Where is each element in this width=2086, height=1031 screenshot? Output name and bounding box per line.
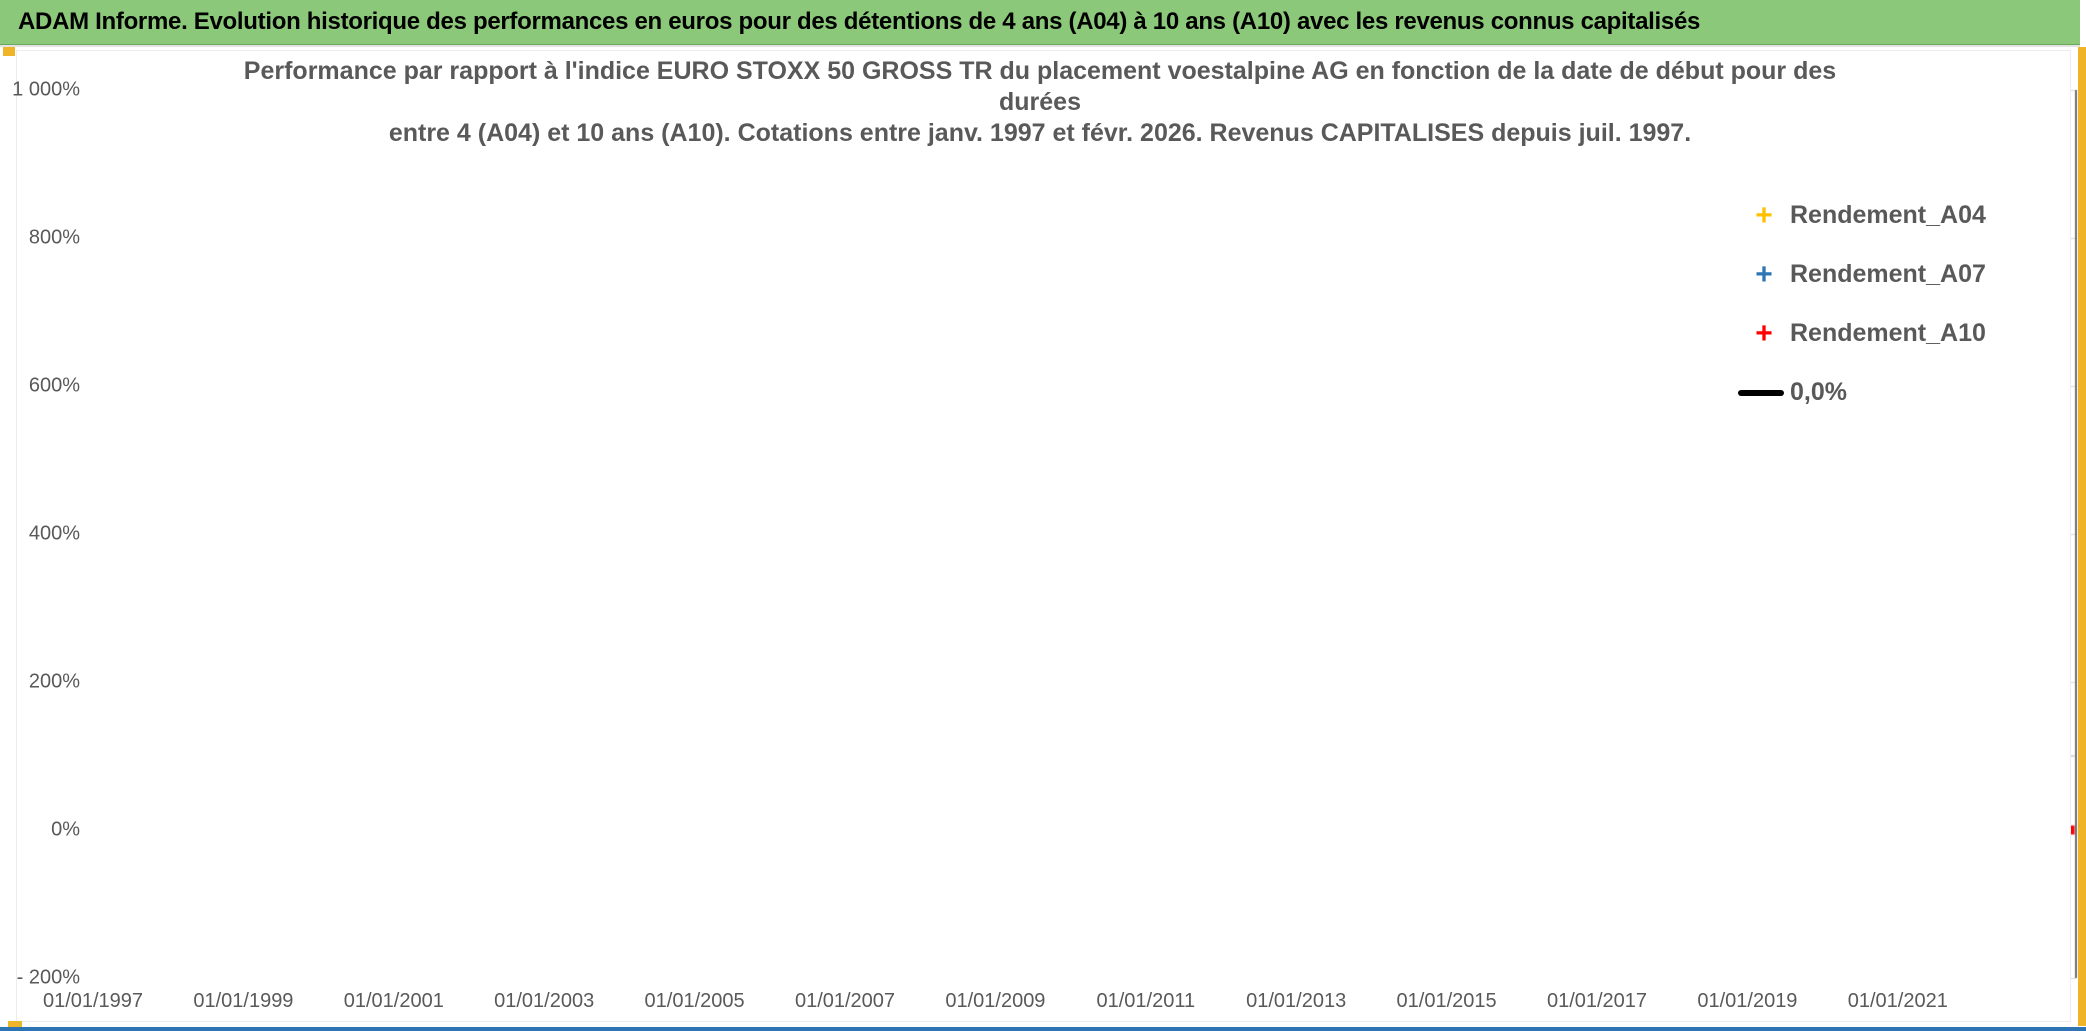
x-axis-tick: 01/01/2005 — [644, 990, 745, 1012]
x-axis-tick: 01/01/2001 — [343, 990, 444, 1012]
y-axis-tick: 800% — [28, 226, 80, 249]
legend-label: Rendement_A07 — [1790, 260, 1986, 288]
right-yellow-border — [2078, 47, 2086, 1026]
x-axis-tick: 01/01/2009 — [945, 990, 1046, 1012]
legend-item-a07[interactable]: + Rendement_A07 — [1738, 245, 2068, 304]
black-line-icon — [1738, 389, 1784, 396]
x-axis-tick: 01/01/2003 — [494, 990, 595, 1012]
bottom-left-yellow-corner — [8, 1021, 22, 1030]
chart-legend: + Rendement_A04 + Rendement_A07 + Rendem… — [1738, 186, 2068, 422]
x-axis-tick: 01/01/2007 — [794, 990, 896, 1012]
page-title: ADAM Informe. Evolution historique des p… — [18, 8, 1701, 35]
legend-item-a10[interactable]: + Rendement_A10 — [1738, 304, 2068, 363]
x-axis-tick: 01/01/2017 — [1546, 990, 1648, 1012]
x-axis-tick: 01/01/2013 — [1246, 990, 1347, 1012]
y-axis-tick: 200% — [28, 670, 80, 693]
header-bar: ADAM Informe. Evolution historique des p… — [0, 0, 2080, 45]
y-axis-tick: 600% — [28, 374, 80, 397]
chart-title-line1: Performance par rapport à l'indice EURO … — [243, 57, 1837, 116]
bottom-blue-border — [0, 1027, 2086, 1031]
y-axis-tick: 400% — [28, 522, 80, 545]
legend-item-a04[interactable]: + Rendement_A04 — [1738, 186, 2068, 245]
legend-label: Rendement_A10 — [1790, 319, 1986, 347]
chart-title-line2: entre 4 (A04) et 10 ans (A10). Cotations… — [388, 119, 1692, 147]
x-axis-tick: 01/01/2011 — [1096, 990, 1196, 1012]
y-axis-tick: - 200% — [16, 966, 80, 989]
chart-frame — [16, 50, 2071, 1022]
plus-marker-icon: + — [1755, 198, 1773, 232]
x-axis-tick: 01/01/2015 — [1396, 990, 1497, 1012]
x-axis-tick: 01/01/1997 — [42, 990, 144, 1012]
chart-title: Performance par rapport à l'indice EURO … — [200, 56, 1880, 149]
x-axis-tick: 01/01/2021 — [1847, 990, 1948, 1012]
plus-marker-icon: + — [1755, 257, 1773, 291]
y-axis-tick: 0% — [51, 818, 80, 841]
top-left-yellow-corner — [3, 47, 15, 56]
plus-marker-icon: + — [1755, 316, 1773, 350]
y-axis-tick: 1 000% — [12, 78, 80, 101]
legend-label: Rendement_A04 — [1790, 201, 1986, 229]
legend-item-zero-line[interactable]: 0,0% — [1738, 363, 2068, 422]
header-shadow — [0, 45, 2080, 47]
x-axis-tick: 01/01/1999 — [193, 990, 294, 1012]
x-axis-tick: 01/01/2019 — [1697, 990, 1798, 1012]
legend-label: 0,0% — [1790, 378, 1847, 406]
